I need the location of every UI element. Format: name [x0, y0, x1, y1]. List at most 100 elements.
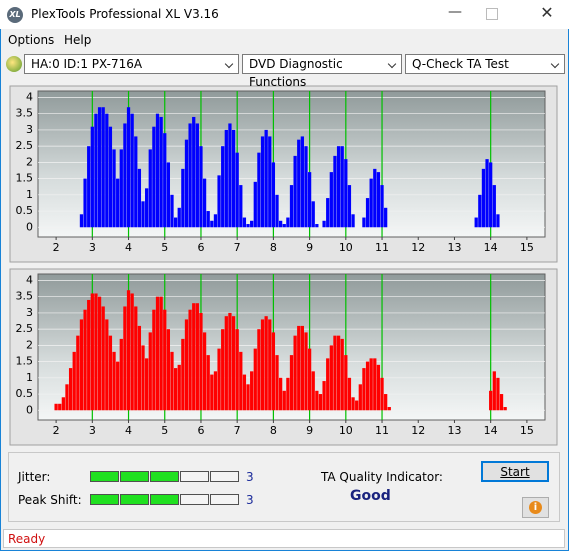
peak-shift-label: Peak Shift:: [18, 493, 82, 507]
x-tick-label: 7: [234, 241, 241, 254]
bar: [108, 126, 113, 228]
x-tick-label: 8: [270, 241, 277, 254]
bar: [376, 364, 381, 411]
bar: [355, 400, 359, 411]
function-select[interactable]: DVD Diagnostic Functions: [242, 54, 402, 89]
close-button[interactable]: ✕: [540, 3, 554, 22]
bar: [159, 116, 163, 228]
bar: [489, 162, 493, 228]
x-tick-label: 5: [161, 241, 168, 254]
maximize-button[interactable]: [486, 8, 498, 20]
y-tick-label: 2.5: [16, 322, 34, 335]
bar: [65, 384, 69, 411]
bar: [192, 303, 196, 411]
y-tick-label: 2.5: [16, 139, 34, 152]
bar: [503, 407, 507, 411]
bar: [242, 374, 247, 411]
bar: [87, 299, 91, 411]
menu-bar: Options Help: [0, 30, 569, 50]
bar: [264, 129, 268, 228]
bar: [275, 194, 279, 228]
meter-cell: [150, 471, 179, 482]
bar: [87, 146, 91, 228]
bar: [485, 159, 489, 228]
bar: [380, 185, 384, 228]
bar: [235, 329, 239, 411]
bar: [126, 107, 131, 228]
bar: [90, 126, 94, 228]
bar: [286, 217, 290, 228]
bar: [134, 136, 138, 228]
bar: [268, 136, 272, 228]
menu-item[interactable]: Help: [64, 33, 92, 47]
bar: [279, 377, 283, 411]
x-tick-label: 6: [197, 241, 204, 254]
bar: [130, 113, 134, 228]
drive-select[interactable]: HA:0 ID:1 PX-716A: [24, 54, 239, 74]
bar: [492, 185, 496, 228]
bar: [61, 397, 65, 411]
bar: [94, 293, 98, 411]
bar: [344, 355, 348, 411]
bar: [116, 361, 120, 411]
bar: [311, 201, 315, 228]
results-panel: [8, 452, 560, 522]
x-tick-label: 13: [447, 241, 461, 254]
bar: [163, 133, 167, 228]
meter-cell: [210, 494, 239, 505]
bar: [224, 316, 228, 411]
bar: [199, 312, 203, 411]
bar: [155, 113, 160, 228]
y-tick-label: 3.5: [16, 107, 34, 120]
x-tick-label: 2: [53, 424, 60, 437]
minimize-button[interactable]: —: [448, 4, 462, 20]
bar: [221, 329, 225, 411]
title-bar: XL PlexTools Professional XL V3.16 — ✕: [0, 0, 569, 29]
x-tick-label: 14: [484, 241, 498, 254]
x-tick-label: 10: [339, 424, 353, 437]
bar: [108, 335, 113, 411]
bar: [246, 224, 250, 228]
menu-item[interactable]: Options: [8, 33, 55, 47]
bar: [264, 316, 268, 411]
start-button[interactable]: Start: [481, 461, 549, 482]
y-tick-label: 1: [26, 188, 33, 201]
bar: [228, 123, 232, 228]
bar: [210, 374, 214, 411]
bar: [260, 319, 265, 411]
bar: [387, 407, 391, 411]
bar: [123, 123, 127, 228]
bar: [170, 194, 174, 228]
x-tick-label: 6: [197, 424, 204, 437]
bar: [293, 335, 297, 411]
info-icon: i: [529, 501, 542, 514]
bar: [373, 168, 377, 228]
bar: [210, 220, 214, 228]
bar: [322, 220, 326, 228]
x-tick-label: 11: [375, 424, 389, 437]
bar: [347, 185, 352, 228]
test-select[interactable]: Q-Check TA Test: [405, 54, 565, 74]
bar: [481, 168, 486, 228]
bar: [307, 172, 312, 228]
bar: [336, 335, 341, 411]
bar: [369, 358, 373, 411]
bar: [347, 377, 352, 411]
x-tick-label: 8: [270, 424, 277, 437]
x-tick-label: 11: [375, 241, 389, 254]
bar: [340, 146, 344, 228]
bar: [206, 355, 210, 411]
y-tick-label: 4: [26, 273, 33, 286]
bar: [315, 390, 319, 411]
bar: [123, 306, 127, 411]
bar: [97, 107, 102, 228]
bar: [177, 207, 181, 228]
bar: [293, 155, 297, 228]
x-tick-label: 10: [339, 241, 353, 254]
info-button[interactable]: i: [522, 497, 549, 518]
bar: [134, 306, 138, 411]
y-tick-label: 3: [26, 123, 33, 136]
bar: [322, 381, 326, 411]
bar: [188, 309, 192, 411]
